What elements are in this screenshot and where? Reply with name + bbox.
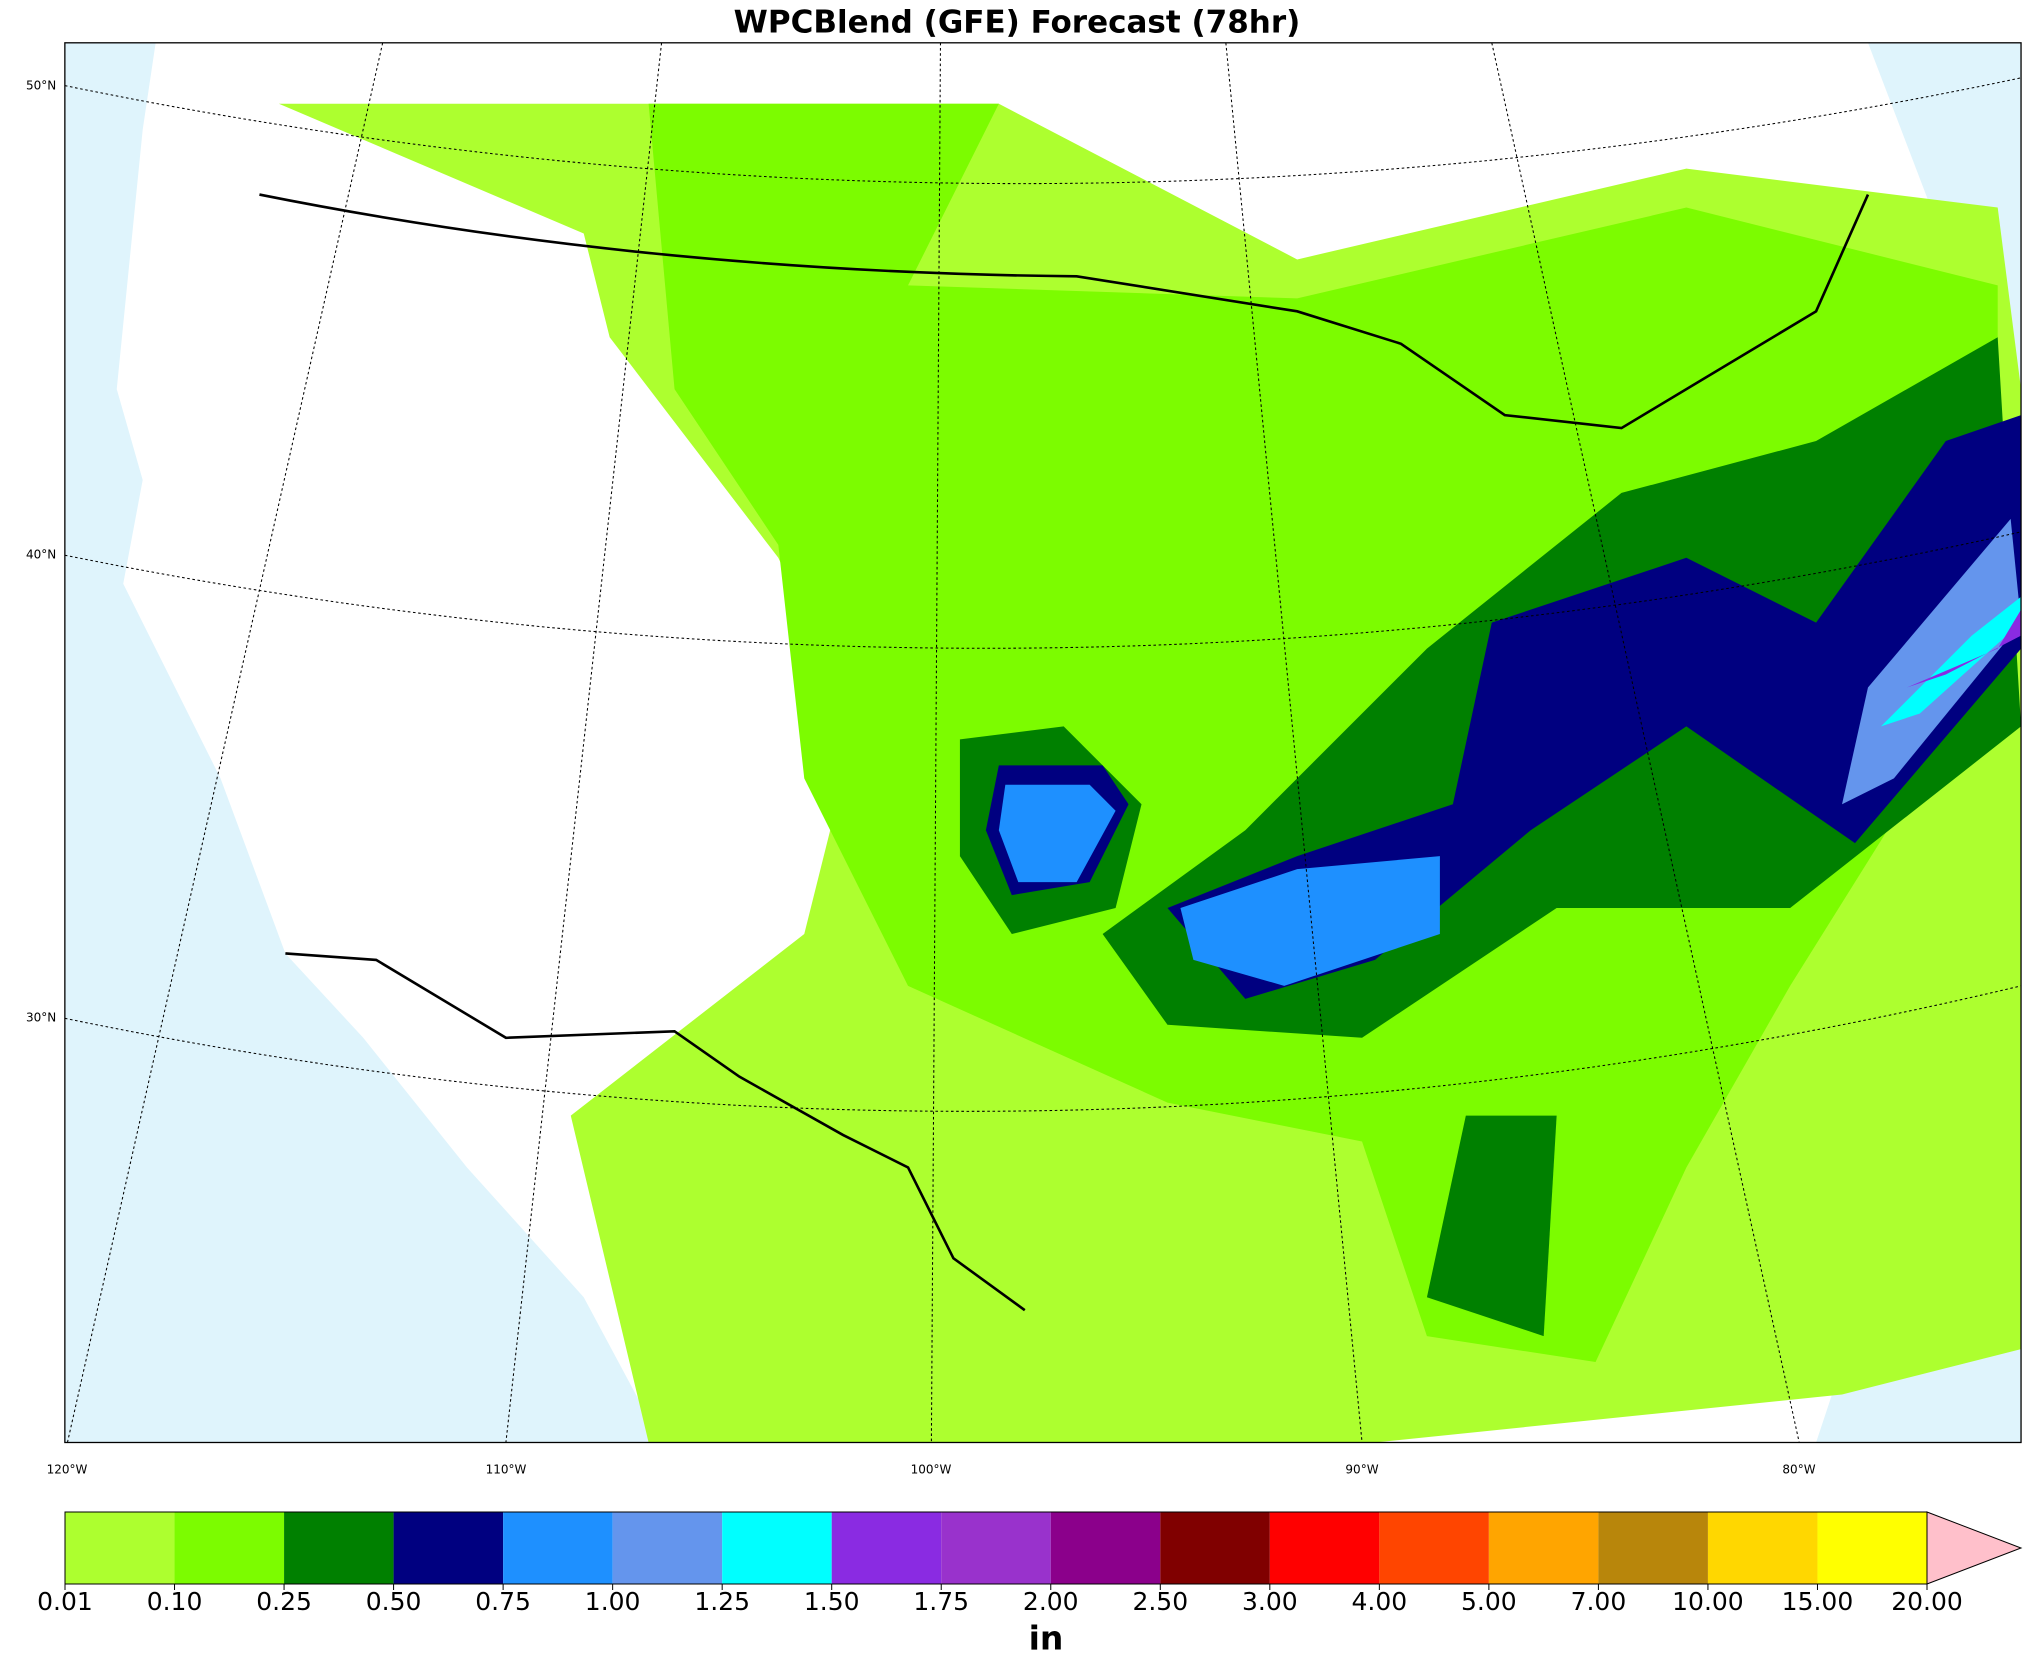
- colorbar-bin: [612, 1512, 723, 1584]
- colorbar-tick-label: 7.00: [1571, 1587, 1627, 1616]
- colorbar-bin: [65, 1512, 175, 1584]
- colorbar-bin: [831, 1512, 942, 1584]
- precip-area: [1167, 415, 2022, 999]
- lat-label: 30°N: [26, 1011, 56, 1025]
- colorbar-tick-label: 5.00: [1461, 1587, 1517, 1616]
- colorbar-tick-label: 10.00: [1672, 1587, 1744, 1616]
- title: WPCBlend (GFE) Forecast (78hr): [734, 5, 1301, 41]
- colorbar-bin: [1160, 1512, 1270, 1584]
- precip-area: [1180, 856, 1440, 986]
- colorbar-tick-label: 1.00: [585, 1587, 641, 1616]
- colorbar-bin: [1817, 1512, 1927, 1584]
- colorbar-tick-label: 4.00: [1352, 1587, 1408, 1616]
- colorbar-tick-label: 2.00: [1023, 1587, 1079, 1616]
- lon-label: 90°W: [1345, 1463, 1378, 1477]
- colorbar-tick-label: 0.25: [256, 1587, 312, 1616]
- colorbar-bin: [722, 1512, 832, 1584]
- colorbar-tick-label: 3.00: [1242, 1587, 1298, 1616]
- colorbar-bin: [174, 1512, 285, 1584]
- precip-area: [1842, 518, 2022, 805]
- lon-label: 80°W: [1782, 1463, 1815, 1477]
- colorbar-tick-label: 1.75: [913, 1587, 969, 1616]
- colorbar-tick-label: 0.10: [147, 1587, 203, 1616]
- colorbar-bin: [941, 1512, 1051, 1584]
- colorbar-bin: [1707, 1512, 1818, 1584]
- colorbar-bin: [503, 1512, 613, 1584]
- precip-area: [998, 784, 1116, 883]
- lat-label: 50°N: [26, 79, 56, 93]
- colorbar-bin: [1488, 1512, 1599, 1584]
- colorbar-extension: [1926, 1511, 2023, 1585]
- colorbar-tick-label: 0.50: [366, 1587, 422, 1616]
- ocean: [64, 42, 662, 1443]
- precip-area: [1426, 1115, 1557, 1337]
- colorbar-unit: in: [1029, 1619, 1064, 1658]
- map-frame: [64, 42, 2022, 1444]
- colorbar-bin: [393, 1512, 504, 1584]
- lon-label: 100°W: [911, 1463, 952, 1477]
- colorbar-bin: [284, 1512, 394, 1584]
- colorbar-bin: [1269, 1512, 1380, 1584]
- graticule: [64, 42, 2022, 1443]
- borders: [259, 193, 1870, 1312]
- colorbar-tick-label: 20.00: [1891, 1587, 1963, 1616]
- precip-area: [1880, 596, 2022, 727]
- colorbar-tick-label: 1.50: [804, 1587, 860, 1616]
- colorbar-bin: [1050, 1512, 1161, 1584]
- colorbar-tick-label: 15.00: [1782, 1587, 1854, 1616]
- lon-label: 110°W: [486, 1463, 527, 1477]
- lon-label: 120°W: [47, 1463, 88, 1477]
- colorbar-tick-label: 2.50: [1132, 1587, 1188, 1616]
- colorbar-tick-label: 0.75: [475, 1587, 531, 1616]
- map: [64, 42, 2022, 1444]
- colorbar-bin: [1598, 1512, 1708, 1584]
- lat-label: 40°N: [26, 548, 56, 562]
- colorbar-tick-label: 0.01: [37, 1587, 93, 1616]
- precip-area: [648, 103, 1998, 1363]
- colorbar-frame: [64, 1511, 1928, 1585]
- colorbar-tick-label: 1.25: [694, 1587, 750, 1616]
- colorbar-bin: [1379, 1512, 1489, 1584]
